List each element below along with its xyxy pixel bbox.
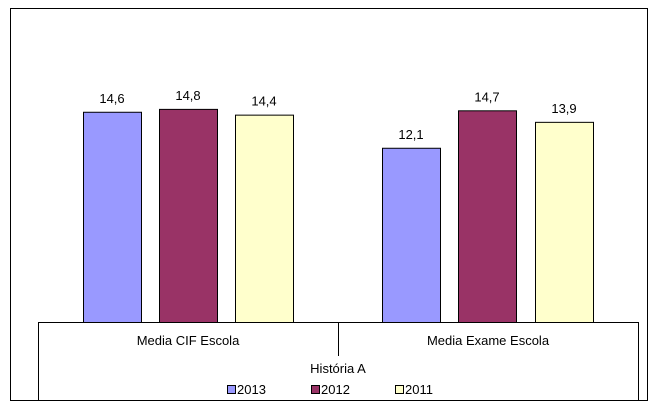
data-label-2011-1: 14,4 — [251, 94, 276, 109]
data-label-2013-2: 12,1 — [398, 127, 423, 142]
category-label-1: Media CIF Escola — [137, 333, 240, 348]
bar-2013-2 — [382, 147, 441, 323]
category-labels-layer: Media CIF Escola Media Exame Escola — [137, 333, 550, 348]
legend-label-2012: 2012 — [321, 382, 350, 397]
bars-layer — [83, 108, 594, 324]
axes-layer — [38, 322, 639, 400]
bar-2012-1 — [159, 108, 218, 323]
legend-key-2011 — [395, 385, 404, 394]
group-label: História A — [310, 361, 366, 376]
bar-2011-2 — [535, 121, 594, 323]
legend-label-2013: 2013 — [237, 382, 266, 397]
legend-key-2012 — [311, 385, 320, 394]
data-label-2012-2: 14,7 — [474, 89, 499, 104]
legend-label-2011: 2011 — [405, 382, 433, 397]
legend-key-2013 — [227, 385, 236, 394]
bar-2011-1 — [235, 114, 294, 323]
data-label-2011-2: 13,9 — [551, 101, 576, 116]
data-labels-layer: 14,6 14,8 14,4 12,1 14,7 13,9 — [99, 88, 576, 142]
bar-2012-2 — [458, 110, 517, 323]
bar-2013-1 — [83, 111, 142, 324]
data-label-2013-1: 14,6 — [99, 91, 124, 106]
category-label-2: Media Exame Escola — [427, 333, 550, 348]
legend: 2013 2012 2011 — [227, 382, 433, 397]
data-label-2012-1: 14,8 — [175, 88, 200, 103]
